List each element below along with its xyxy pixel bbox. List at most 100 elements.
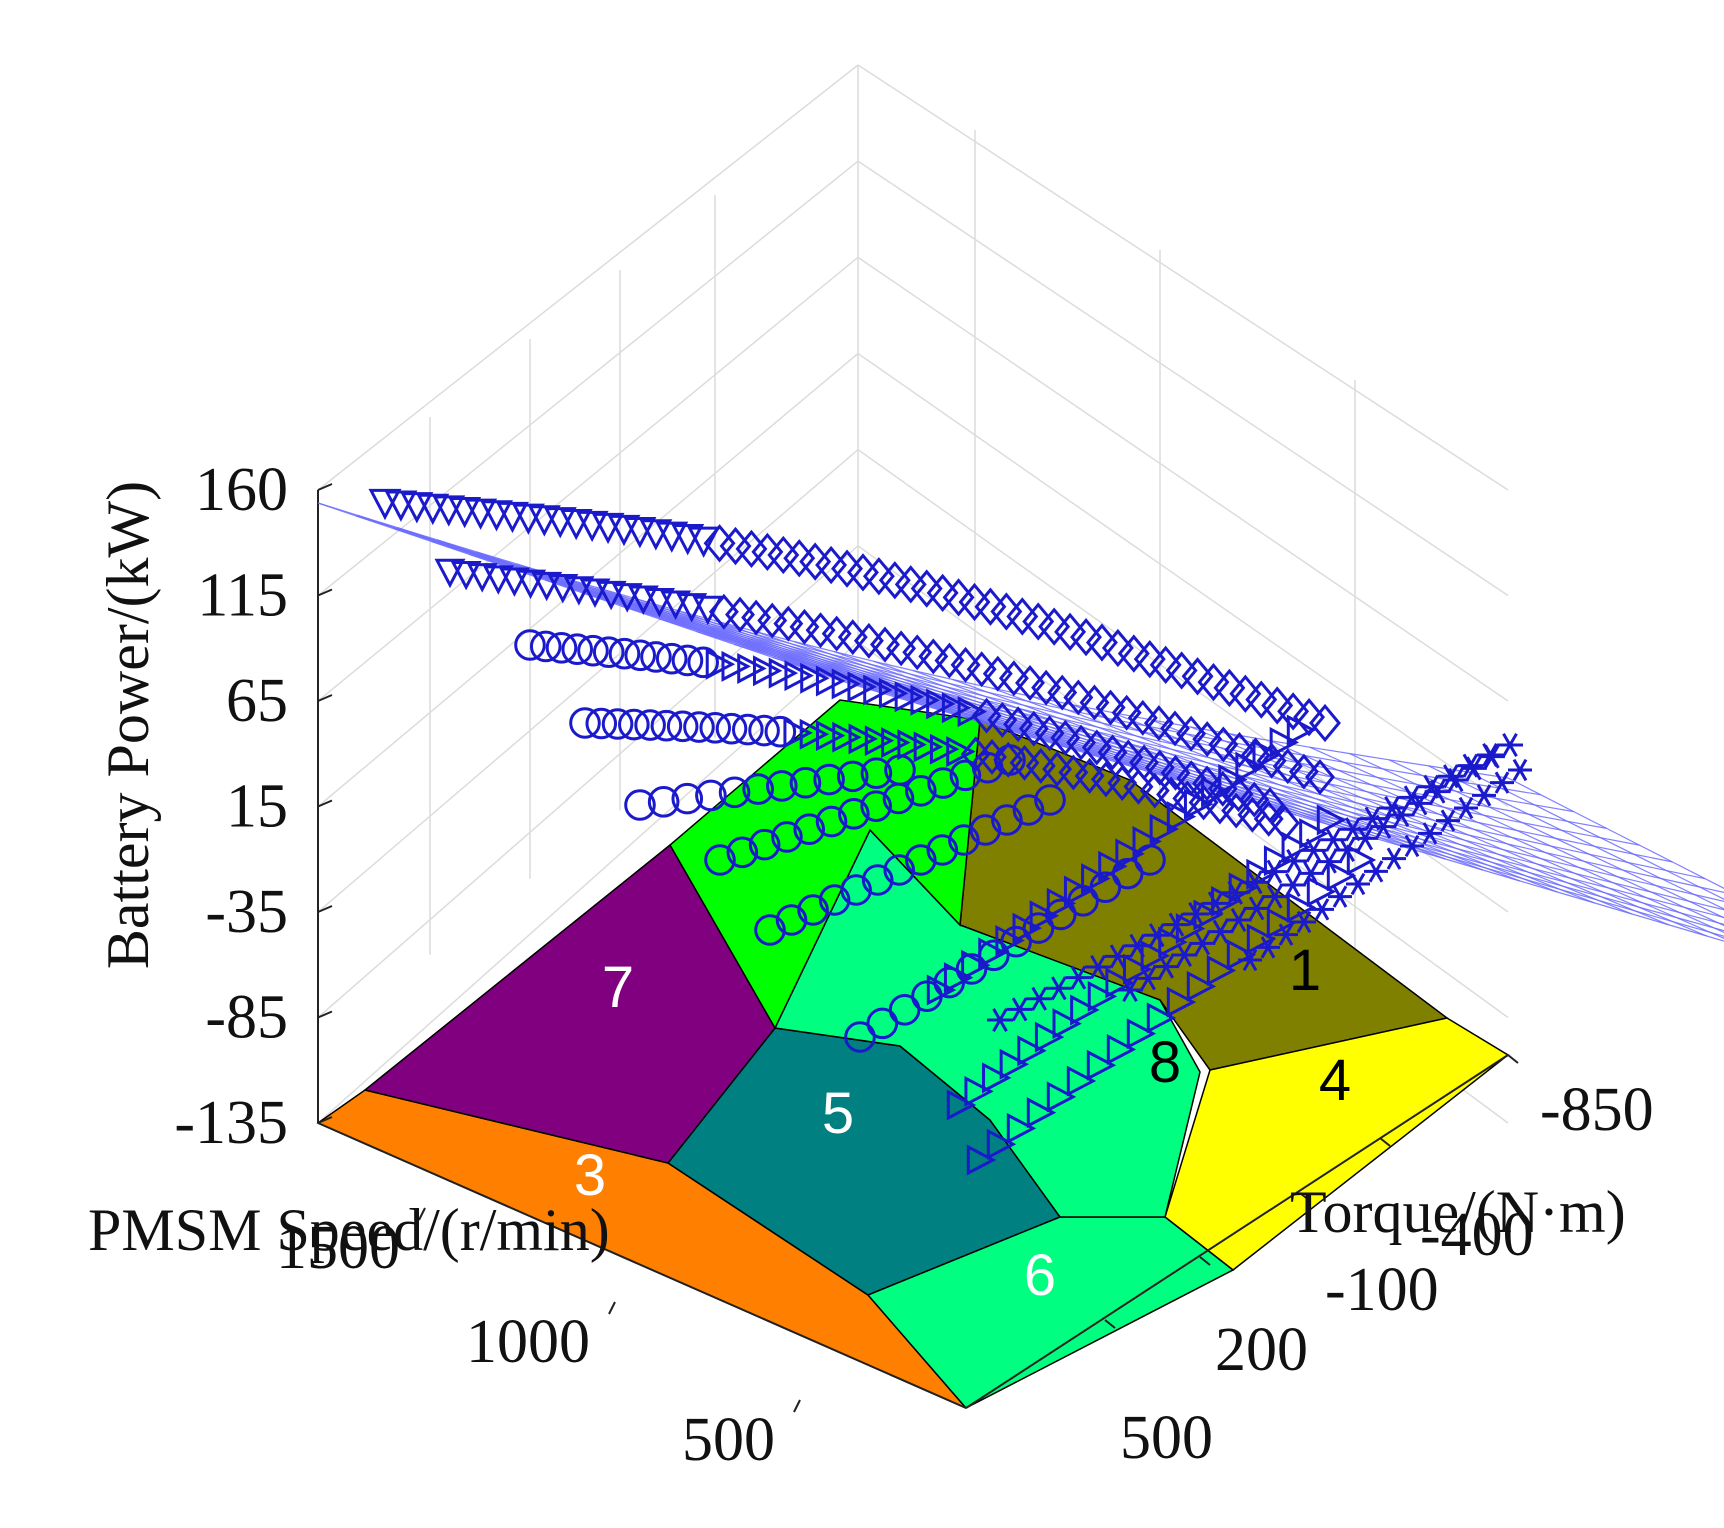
marker-diamond bbox=[1090, 761, 1121, 798]
marker-circle bbox=[650, 709, 683, 742]
marker-asterisk bbox=[1238, 948, 1262, 972]
marker-triangle-down bbox=[611, 583, 643, 613]
marker-circle bbox=[704, 844, 736, 876]
grid-line bbox=[317, 160, 859, 597]
marker-asterisk bbox=[1497, 732, 1523, 758]
region-label: 8 bbox=[1149, 1030, 1181, 1095]
marker-diamond bbox=[1066, 724, 1097, 761]
z-tick bbox=[317, 694, 333, 702]
marker-diamond bbox=[1127, 699, 1158, 736]
marker-circle bbox=[748, 714, 780, 747]
mesh-line bbox=[1111, 711, 1595, 904]
marker-asterisk bbox=[1202, 891, 1229, 916]
marker-asterisk bbox=[1300, 838, 1327, 863]
marker-triangle-right bbox=[1122, 953, 1153, 985]
marker-diamond bbox=[1208, 726, 1239, 763]
marker-diamond bbox=[1034, 715, 1065, 752]
marker-circle bbox=[647, 786, 680, 818]
mesh-line bbox=[1507, 777, 1724, 890]
marker-diamond bbox=[1293, 698, 1326, 737]
marker-circle bbox=[813, 763, 845, 796]
marker-triangle-right bbox=[1246, 923, 1277, 955]
marker-diamond bbox=[1107, 765, 1138, 802]
marker-triangle-right bbox=[1126, 1018, 1157, 1050]
marker-triangle-right bbox=[1211, 885, 1241, 917]
marker-diamond bbox=[987, 701, 1018, 738]
asterisk-stroke bbox=[1364, 806, 1381, 831]
mesh-line bbox=[357, 514, 886, 695]
asterisk-stroke bbox=[1429, 779, 1446, 804]
marker-circle bbox=[971, 751, 1004, 784]
marker-asterisk bbox=[1243, 896, 1270, 921]
marker-asterisk bbox=[1281, 848, 1307, 874]
marker-asterisk bbox=[1117, 977, 1143, 1003]
asterisk-stroke bbox=[1207, 891, 1224, 916]
marker-circle bbox=[634, 709, 666, 741]
asterisk-stroke bbox=[1260, 936, 1276, 959]
marker-triangle-right bbox=[1266, 907, 1297, 939]
marker-triangle-right bbox=[1066, 1065, 1097, 1097]
marker-circle bbox=[687, 646, 719, 679]
marker-diamond bbox=[1213, 668, 1246, 708]
marker-triangle-down bbox=[563, 576, 595, 606]
marker-triangle-right bbox=[1316, 804, 1347, 836]
marker-triangle-right bbox=[768, 657, 799, 689]
asterisk-stroke bbox=[1168, 912, 1185, 937]
asterisk-stroke bbox=[1339, 837, 1355, 863]
marker-diamond bbox=[1192, 765, 1222, 802]
marker-triangle-right bbox=[783, 717, 813, 749]
speed-tick bbox=[608, 1301, 616, 1315]
marker-diamond bbox=[1288, 753, 1319, 790]
marker-triangle-right bbox=[1326, 860, 1357, 892]
marker-triangle-right bbox=[913, 731, 944, 763]
marker-triangle-right bbox=[815, 720, 846, 752]
marker-triangle-right bbox=[1034, 1021, 1065, 1053]
asterisk-stroke bbox=[1512, 758, 1528, 782]
z-axis-label: Battery Power/(kW) bbox=[95, 481, 161, 969]
marker-triangle-right bbox=[1306, 876, 1337, 908]
marker-triangle-right bbox=[1106, 1033, 1137, 1065]
asterisk-stroke bbox=[1305, 838, 1322, 863]
asterisk-stroke bbox=[1393, 802, 1410, 828]
marker-diamond bbox=[1197, 662, 1230, 702]
marker-asterisk bbox=[1256, 936, 1280, 959]
marker-asterisk bbox=[1261, 859, 1288, 884]
marker-asterisk bbox=[1310, 898, 1334, 921]
marker-triangle-right bbox=[1012, 912, 1042, 944]
region-label: 7 bbox=[602, 955, 634, 1020]
marker-triangle-down bbox=[643, 588, 675, 618]
marker-circle bbox=[748, 828, 781, 861]
marker-diamond bbox=[1305, 759, 1335, 795]
marker-triangle-down bbox=[531, 571, 563, 602]
asterisk-stroke bbox=[1321, 849, 1337, 874]
marker-circle bbox=[671, 782, 704, 815]
asterisk-stroke bbox=[1466, 756, 1482, 781]
marker-asterisk bbox=[1045, 976, 1072, 1001]
marker-asterisk bbox=[1334, 837, 1361, 863]
asterisk-stroke bbox=[1314, 898, 1330, 921]
marker-triangle-down bbox=[595, 580, 627, 611]
marker-circle bbox=[618, 708, 650, 741]
marker-triangle-right bbox=[1086, 1049, 1117, 1081]
mesh-line bbox=[1349, 752, 1724, 927]
grid-line bbox=[317, 256, 859, 702]
marker-triangle-right bbox=[995, 924, 1025, 956]
marker-triangle-down bbox=[466, 563, 498, 593]
marker-triangle-down bbox=[547, 574, 579, 604]
asterisk-stroke bbox=[1158, 954, 1174, 979]
marker-asterisk bbox=[1388, 802, 1415, 828]
asterisk-stroke bbox=[1440, 809, 1456, 832]
marker-triangle-right bbox=[1029, 900, 1060, 932]
markers bbox=[368, 488, 1532, 1176]
marker-triangle-right bbox=[1006, 1112, 1037, 1144]
marker-diamond bbox=[1160, 710, 1190, 747]
marker-diamond bbox=[1270, 805, 1300, 841]
marker-triangle-right bbox=[926, 974, 957, 1006]
asterisk-stroke bbox=[1357, 826, 1374, 851]
marker-diamond bbox=[1139, 772, 1170, 809]
asterisk-stroke bbox=[1247, 870, 1263, 895]
asterisk-stroke bbox=[1404, 834, 1420, 858]
marker-triangle-down bbox=[687, 526, 721, 558]
marker-circle bbox=[529, 630, 562, 663]
marker-triangle-right bbox=[784, 660, 814, 692]
